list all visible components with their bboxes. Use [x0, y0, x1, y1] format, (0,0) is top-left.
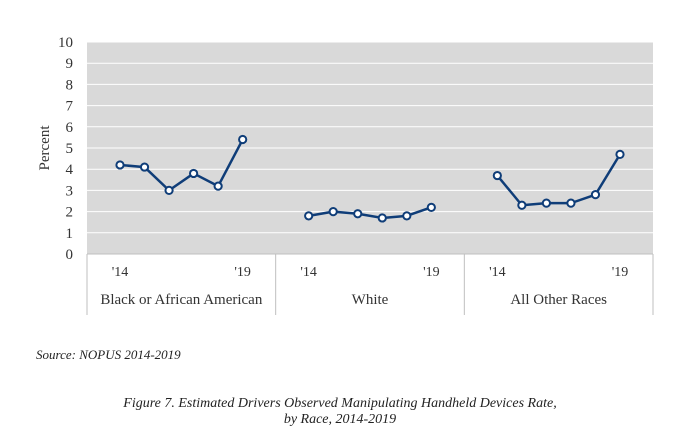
series-group [115, 134, 625, 223]
y-axis-ticks: 0 1 2 3 4 5 6 7 8 9 10 [58, 35, 74, 263]
y-tick-label: 7 [66, 99, 74, 115]
figure-caption-line-1: Figure 7. Estimated Drivers Observed Man… [123, 396, 557, 411]
y-tick-label: 2 [66, 205, 74, 221]
data-point [615, 149, 625, 159]
data-point [213, 181, 223, 191]
x-tick-label-end: '19 [612, 265, 629, 280]
data-point [402, 211, 412, 221]
panel-category-label: Black or African American [100, 292, 263, 308]
data-point [238, 134, 248, 145]
x-tick-label-start: '14 [489, 265, 506, 280]
data-point [377, 213, 387, 223]
x-tick-label-end: '19 [423, 265, 440, 280]
data-point [115, 160, 125, 170]
x-tick-label-start: '14 [112, 265, 129, 280]
data-point [304, 211, 314, 221]
data-point [189, 168, 199, 179]
x-axis: '14 '19 Black or African American '14 '19 Whi… [86, 253, 654, 315]
data-point [492, 170, 502, 181]
data-point [426, 202, 436, 212]
data-point [517, 200, 527, 210]
data-point [566, 198, 576, 208]
data-point [328, 207, 338, 217]
y-tick-label: 9 [66, 56, 74, 72]
y-tick-label: 0 [66, 247, 74, 263]
x-tick-label-start: '14 [300, 265, 317, 280]
y-tick-label: 3 [66, 183, 74, 199]
y-tick-label: 10 [58, 35, 73, 51]
data-point [353, 209, 363, 219]
panel-category-label: All Other Races [510, 292, 607, 308]
data-point [590, 190, 601, 200]
data-point [541, 198, 552, 208]
data-point [139, 162, 150, 172]
y-tick-label: 1 [66, 226, 74, 242]
y-tick-label: 4 [66, 162, 74, 178]
source-note: Source: NOPUS 2014-2019 [36, 347, 181, 362]
series-line [496, 153, 622, 207]
line-chart: 0 1 2 3 4 5 6 7 8 9 10 Percent '14 '19 Black or Afri… [37, 35, 654, 315]
y-tick-label: 8 [66, 77, 74, 93]
figure-caption-line-2: by Race, 2014-2019 [283, 412, 397, 427]
x-tick-label-end: '19 [234, 265, 251, 280]
y-tick-label: 5 [66, 141, 74, 157]
y-axis-label: Percent [37, 125, 53, 171]
gridlines [87, 41, 653, 234]
panel-category-label: White [352, 292, 389, 308]
y-tick-label: 6 [66, 120, 74, 136]
data-point [164, 185, 174, 195]
